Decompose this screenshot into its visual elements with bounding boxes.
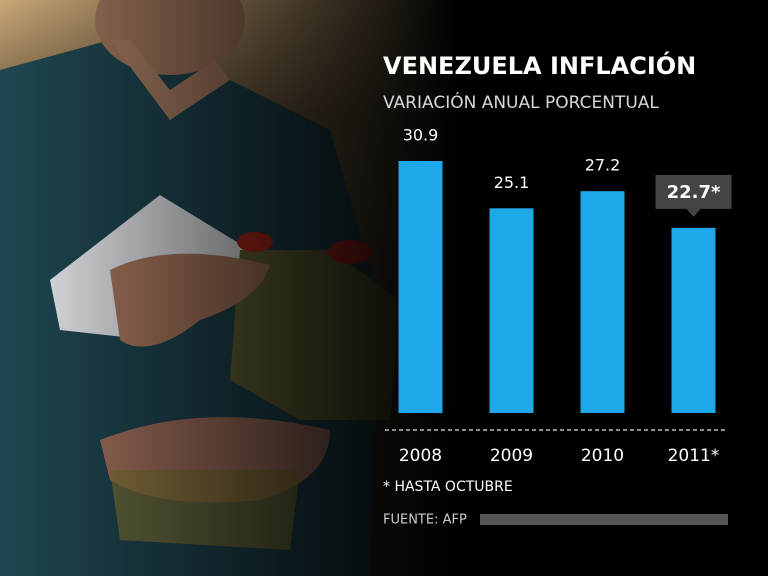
- source-bar: [480, 514, 728, 525]
- value-label-box: [655, 174, 732, 209]
- chart-subtitle: VARIACIÓN ANUAL PORCENTUAL: [383, 91, 659, 113]
- value-label-pointer: [686, 208, 701, 217]
- x-tick-label: 2011*: [668, 446, 720, 466]
- bar: [671, 227, 716, 413]
- x-tick-label: 2009: [490, 446, 533, 466]
- chart-title: VENEZUELA INFLACIÓN: [383, 50, 696, 80]
- x-tick-label: 2010: [581, 446, 624, 466]
- source: FUENTE: AFP: [383, 513, 467, 528]
- footnote: * HASTA OCTUBRE: [383, 479, 513, 495]
- x-tick-label: 2008: [399, 446, 442, 466]
- bar: [580, 191, 625, 413]
- value-label: 25.1: [494, 173, 530, 192]
- value-label: 22.7*: [667, 182, 721, 203]
- value-label: 27.2: [585, 156, 621, 175]
- bar: [489, 208, 534, 413]
- value-label: 30.9: [403, 126, 439, 145]
- bar: [398, 161, 443, 413]
